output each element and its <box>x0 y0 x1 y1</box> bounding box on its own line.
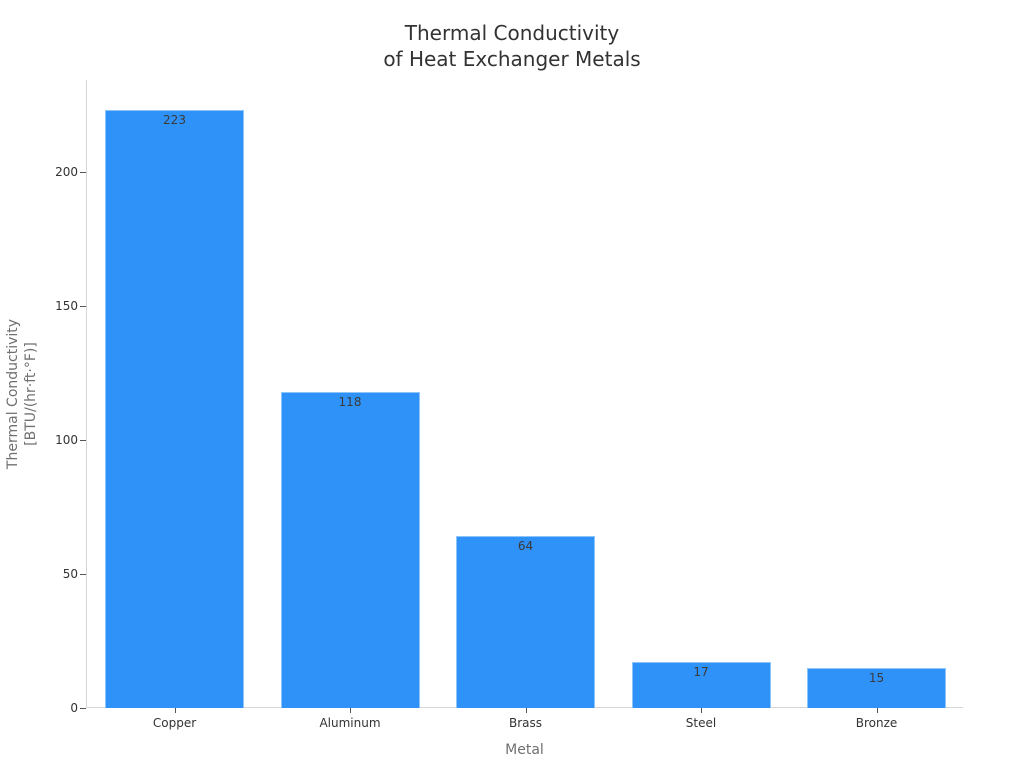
y-tick-label: 200 <box>55 165 78 179</box>
y-tick-mark <box>80 574 86 575</box>
x-tick-label: Bronze <box>855 716 898 730</box>
bar-bronze <box>807 667 946 708</box>
x-tick-label: Brass <box>508 716 543 730</box>
x-tick-label: Copper <box>152 716 197 730</box>
y-tick-mark <box>80 440 86 441</box>
y-axis-line <box>86 80 87 708</box>
x-tick-mark <box>701 708 702 713</box>
x-axis-label: Metal <box>505 742 544 758</box>
y-axis-label-line-1: Thermal Conductivity <box>5 318 21 470</box>
bar-value-label: 17 <box>693 665 709 680</box>
x-tick-mark <box>877 708 878 713</box>
y-tick-mark <box>80 306 86 307</box>
bar-copper <box>105 110 244 708</box>
chart-title-line-1: Thermal Conductivity <box>404 21 620 45</box>
bar-value-label: 223 <box>163 113 186 128</box>
x-tick-mark <box>175 708 176 713</box>
y-tick-label: 100 <box>55 433 78 447</box>
x-tick-mark <box>526 708 527 713</box>
y-axis-label-line-2: [BTU/(hr·ft·°F)] <box>23 342 39 446</box>
y-tick-label: 150 <box>55 299 78 313</box>
bar-brass <box>456 536 595 708</box>
chart-title-line-2: of Heat Exchanger Metals <box>383 47 641 71</box>
bar-steel <box>631 662 771 708</box>
y-axis-label: Thermal Conductivity [BTU/(hr·ft·°F)] <box>4 244 40 544</box>
bar-value-label: 118 <box>338 394 362 409</box>
y-tick-mark <box>80 708 86 709</box>
bar-value-label: 64 <box>517 539 534 554</box>
bar-aluminum <box>280 391 420 708</box>
chart-title: Thermal Conductivity of Heat Exchanger M… <box>0 20 1024 72</box>
y-tick-mark <box>80 172 86 173</box>
x-tick-label: Aluminum <box>319 716 381 730</box>
y-tick-label: 50 <box>62 567 78 581</box>
x-tick-label: Steel <box>685 716 717 730</box>
y-tick-label: 0 <box>70 701 78 715</box>
bar-value-label: 15 <box>868 670 885 685</box>
x-tick-mark <box>350 708 351 713</box>
